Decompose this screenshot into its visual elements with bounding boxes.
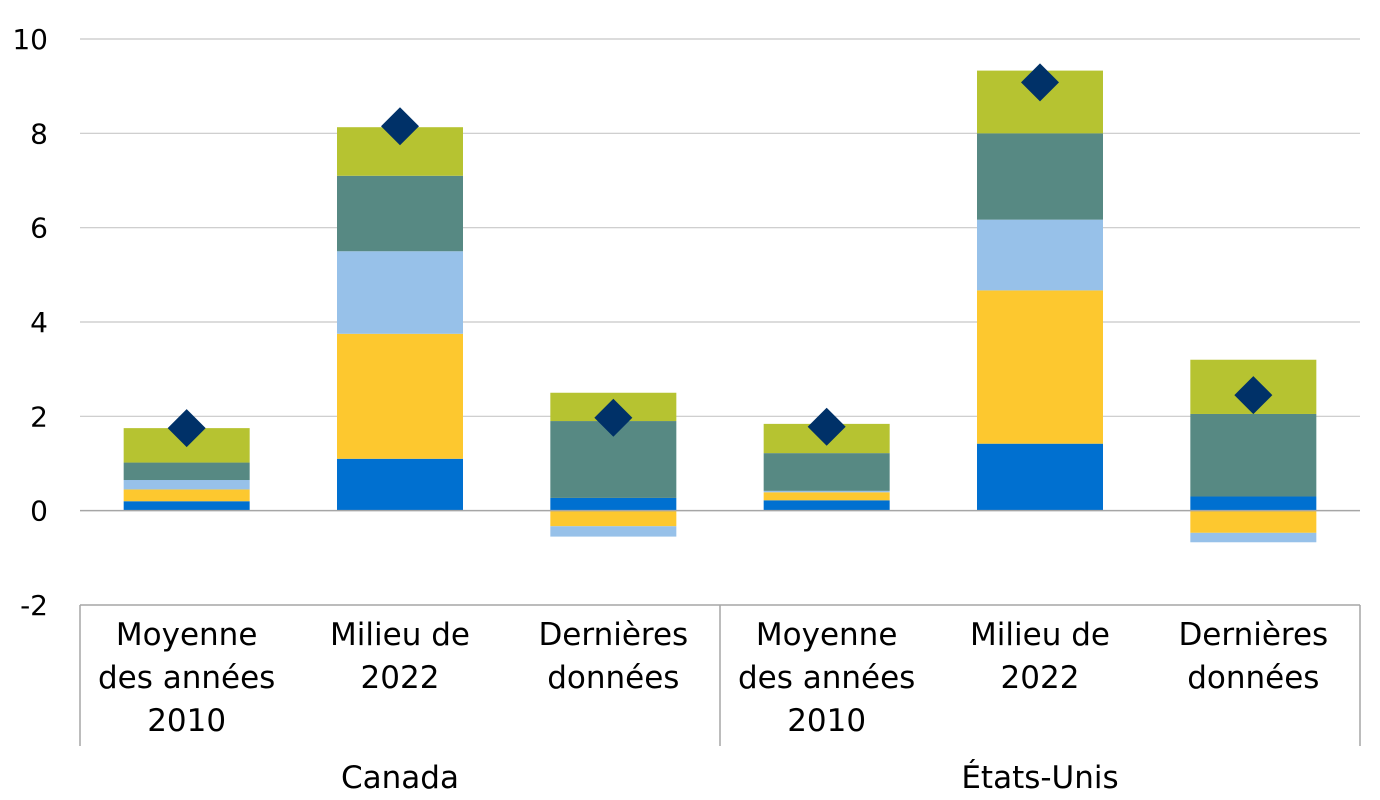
bar-segment-2: [763, 492, 890, 501]
bars-layer: [123, 70, 1317, 543]
category-label: 2010: [787, 703, 866, 739]
bar-segment-4: [337, 175, 463, 252]
bar-segment-3: [550, 526, 677, 537]
y-tick-label: 10: [12, 23, 48, 56]
bar-segment-1: [977, 443, 1103, 511]
bar-segment-2: [550, 510, 677, 527]
y-tick-label: 2: [30, 400, 48, 433]
category-label: Moyenne: [116, 617, 258, 653]
category-label: des années: [98, 660, 275, 696]
bar-segment-2: [123, 489, 250, 502]
total-marker: [1021, 63, 1059, 102]
category-label: 2022: [361, 660, 440, 696]
total-marker: [381, 107, 419, 146]
bar-segment-4: [977, 133, 1103, 220]
bar-segment-1: [763, 500, 890, 511]
bar-segment-1: [1190, 496, 1317, 511]
bar-segment-4: [1190, 413, 1317, 497]
category-label: Milieu de: [330, 617, 470, 653]
bar-segment-2: [337, 333, 463, 459]
category-label: 2022: [1001, 660, 1080, 696]
group-label: États-Unis: [961, 760, 1118, 796]
bar-segment-1: [123, 501, 250, 511]
labels-layer: 10 8 6 4 2 0 -2 Moyenne des années 2010 Milieu de 2…: [12, 23, 1328, 796]
bar-segment-3: [123, 480, 250, 490]
total-marker: [1234, 376, 1273, 415]
y-tick-label: 6: [30, 212, 48, 245]
bar-segment-3: [1190, 532, 1317, 543]
bar-segment-3: [337, 251, 463, 334]
bar-segment-4: [123, 462, 250, 481]
axis-layer: [79, 509, 1361, 746]
category-label: Dernières: [1178, 617, 1328, 653]
y-tick-label: 4: [30, 306, 48, 339]
total-marker: [807, 407, 846, 446]
y-tick-label: -2: [20, 589, 48, 622]
markers-layer: [167, 63, 1273, 448]
bar-segment-2: [1190, 510, 1317, 533]
bar-segment-1: [337, 458, 463, 511]
total-marker: [594, 398, 633, 437]
bar-segment-3: [763, 490, 890, 493]
y-tick-label: 8: [30, 117, 48, 150]
group-label: Canada: [341, 760, 459, 796]
total-marker: [167, 409, 206, 448]
bar-segment-2: [977, 290, 1103, 444]
bar-segment-3: [977, 219, 1103, 291]
category-label: données: [547, 660, 679, 696]
bar-segment-1: [550, 497, 677, 511]
category-label: Milieu de: [970, 617, 1110, 653]
category-label: Dernières: [538, 617, 688, 653]
category-label: 2010: [147, 703, 226, 739]
y-tick-label: 0: [30, 495, 48, 528]
category-label: des années: [738, 660, 915, 696]
bar-segment-4: [763, 453, 890, 491]
category-label: Moyenne: [756, 617, 898, 653]
category-label: données: [1187, 660, 1319, 696]
grid-layer: [80, 38, 1360, 417]
